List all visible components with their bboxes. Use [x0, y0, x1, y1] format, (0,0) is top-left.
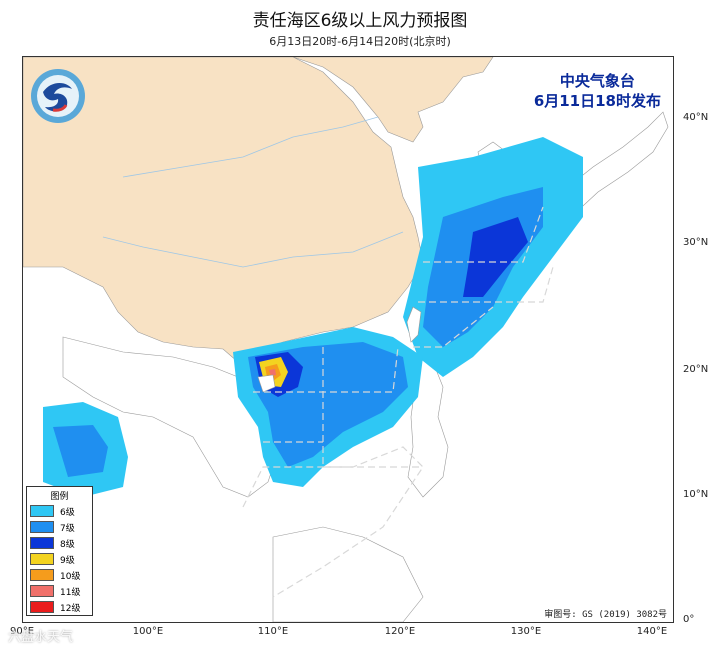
hainan-island — [257, 374, 276, 393]
lon-tick-130e: 130°E — [510, 626, 542, 637]
legend-title: 图例 — [50, 492, 69, 502]
wind-11-south-china-sea — [269, 369, 276, 376]
legend-label: 12级 — [60, 603, 81, 614]
legend-label: 7级 — [60, 523, 75, 534]
issuer-line2: 6月11日18时发布 — [533, 92, 661, 110]
legend-swatch — [30, 553, 54, 565]
legend-label: 10级 — [60, 571, 81, 582]
legend-item: 8级 — [27, 535, 92, 551]
cma-logo — [29, 67, 87, 125]
cma-logo-graphic — [31, 69, 85, 123]
lon-tick-120e: 120°E — [384, 626, 416, 637]
map-canvas — [23, 57, 669, 622]
legend-item: 10级 — [27, 567, 92, 583]
legend-label: 9级 — [60, 555, 75, 566]
lat-tick-30n: 30°N — [683, 237, 709, 248]
lon-tick-90e: 90°E — [9, 626, 35, 637]
sea-zone-lines — [242, 206, 554, 598]
map-subtitle: 6月13日20时-6月14日20时(北京时) — [269, 35, 451, 48]
legend-label: 8级 — [60, 539, 75, 550]
watermark: 六盘水天气 — [8, 630, 74, 645]
lon-tick-100e: 100°E — [132, 626, 164, 637]
lat-tick-40n: 40°N — [683, 112, 709, 123]
legend-label: 6级 — [60, 507, 75, 518]
wind-7-west-patch — [53, 425, 108, 477]
wind-8-east-china-sea — [463, 217, 528, 297]
forecast-map: 中央气象台 6月11日18时发布 图例 6级 7级 8级 9级 10级 11级 … — [22, 56, 674, 623]
wind-areas — [43, 137, 583, 497]
china-land — [23, 57, 494, 363]
legend-swatch — [30, 569, 54, 581]
legend-item: 11级 — [27, 583, 92, 599]
legend-item: 12级 — [27, 599, 92, 615]
borneo-land — [272, 526, 424, 622]
legend-item: 7级 — [27, 519, 92, 535]
legend-label: 11级 — [60, 587, 81, 598]
rivers — [102, 116, 404, 268]
legend-swatch — [30, 521, 54, 533]
legend-item: 6级 — [27, 503, 92, 519]
lat-tick-10n: 10°N — [683, 489, 709, 500]
issuer-label: 中央气象台 6月11日18时发布 — [534, 71, 661, 111]
legend-item: 9级 — [27, 551, 92, 567]
lat-tick-0: 0° — [683, 614, 695, 625]
legend-swatch — [30, 585, 54, 597]
issuer-line1: 中央气象台 — [559, 72, 635, 90]
legend-swatch — [30, 537, 54, 549]
lat-tick-20n: 20°N — [683, 364, 709, 375]
lon-tick-110e: 110°E — [257, 626, 289, 637]
lon-tick-140e: 140°E — [636, 626, 668, 637]
taiwan-island — [406, 306, 422, 343]
legend-swatch — [30, 505, 54, 517]
approval-number: 审图号: GS (2019) 3082号 — [544, 610, 667, 620]
legend-swatch — [30, 601, 54, 613]
map-title: 责任海区6级以上风力预报图 — [252, 11, 468, 31]
legend: 图例 6级 7级 8级 9级 10级 11级 12级 — [26, 486, 93, 616]
